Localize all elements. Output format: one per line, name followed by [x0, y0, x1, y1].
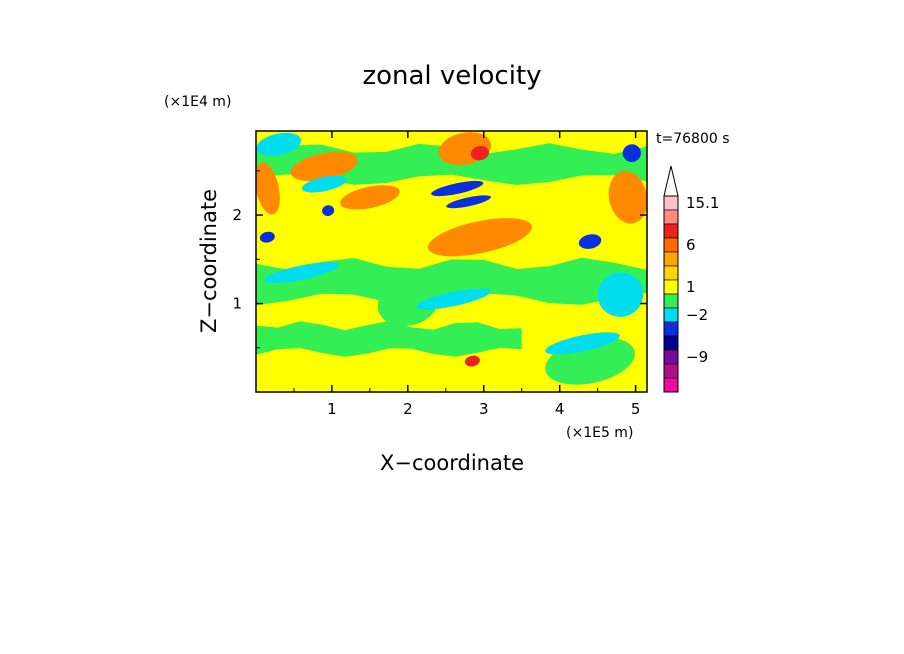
colorbar-label: −2 — [686, 306, 708, 324]
colorbar-arrow — [663, 165, 679, 197]
colorbar-level — [663, 209, 679, 225]
colorbar-level — [663, 321, 679, 337]
x-axis-label: X−coordinate — [380, 451, 524, 475]
contour-region — [464, 355, 480, 367]
colorbar-frame — [663, 195, 679, 393]
plot-frame — [255, 130, 648, 393]
y-tick-label: 1 — [232, 295, 242, 313]
colorbar-level — [663, 223, 679, 239]
colorbar-label: −9 — [686, 348, 708, 366]
x-tick-label: 1 — [327, 400, 337, 418]
time-label: t=76800 s — [656, 131, 730, 147]
colorbar-level — [663, 377, 679, 393]
plot-area — [255, 130, 648, 393]
contour-region — [427, 218, 533, 257]
chart-title: zonal velocity — [362, 61, 541, 91]
contour-region — [259, 231, 275, 243]
y-axis-label: Z−coordinate — [197, 189, 221, 333]
colorbar-level — [663, 335, 679, 351]
colorbar-label: 15.1 — [686, 194, 719, 212]
x-axis: 1 2 3 4 5 — [293, 131, 641, 418]
contour-band — [256, 257, 647, 306]
contour-region — [608, 171, 647, 224]
colorbar-level — [663, 293, 679, 309]
contour-region — [597, 272, 644, 317]
contour-region — [545, 332, 620, 355]
contour-region — [264, 262, 339, 284]
x-tick-label: 4 — [555, 400, 565, 418]
contour-region — [578, 234, 602, 249]
colorbar-level — [663, 307, 679, 323]
contour-region — [290, 151, 358, 182]
x-axis-unit: (×1E5 m) — [566, 425, 633, 441]
y-axis: 12 — [232, 170, 647, 349]
colorbar-level — [663, 265, 679, 281]
contour-region — [302, 175, 347, 193]
contour-region — [470, 145, 490, 161]
colorbar: 15.1 6 1 −2 −9 — [663, 165, 719, 393]
colorbar-level — [663, 279, 679, 295]
contour-region — [256, 132, 302, 156]
contour-region — [377, 280, 438, 327]
contour-region — [622, 144, 641, 162]
colorbar-label: 1 — [686, 278, 696, 296]
contour-region — [431, 180, 484, 197]
y-tick-label: 2 — [232, 206, 242, 224]
contour-region — [446, 195, 491, 209]
colorbar-level — [663, 363, 679, 379]
colorbar-level — [663, 195, 679, 211]
colorbar-level — [663, 237, 679, 253]
contour-fills — [256, 132, 647, 385]
contour-region — [322, 205, 335, 216]
x-tick-label: 5 — [631, 400, 641, 418]
contour-band — [256, 321, 522, 357]
contour-region — [256, 162, 280, 215]
colorbar-level — [663, 251, 679, 267]
y-axis-unit: (×1E4 m) — [164, 94, 231, 110]
contour-region — [340, 185, 400, 210]
contour-region — [416, 288, 491, 310]
x-tick-label: 3 — [479, 400, 489, 418]
colorbar-level — [663, 349, 679, 365]
colorbar-label: 6 — [686, 236, 696, 254]
x-tick-label: 2 — [403, 400, 413, 418]
